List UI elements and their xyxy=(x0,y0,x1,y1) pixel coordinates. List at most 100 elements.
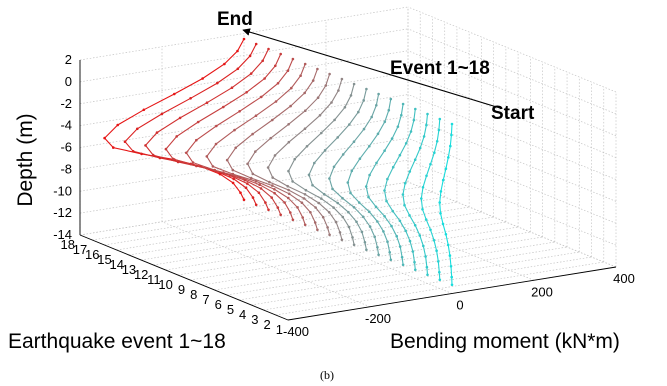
annotation-event-range: Event 1~18 xyxy=(390,58,490,79)
data-point xyxy=(408,170,412,173)
data-point xyxy=(360,230,364,234)
data-point xyxy=(303,127,307,130)
data-point xyxy=(316,228,319,232)
data-point xyxy=(322,192,326,196)
data-point xyxy=(116,123,119,127)
series-line xyxy=(420,118,441,280)
data-point xyxy=(175,135,178,138)
data-point xyxy=(289,104,292,108)
data-point xyxy=(401,102,405,106)
data-point xyxy=(316,67,319,71)
data-point xyxy=(236,67,240,71)
data-point xyxy=(276,82,280,85)
data-point xyxy=(320,197,323,200)
x-tick-label: 400 xyxy=(613,271,635,286)
data-point xyxy=(395,234,399,238)
floor-grid-line xyxy=(251,251,580,306)
data-point xyxy=(447,156,450,159)
data-point xyxy=(249,176,253,180)
data-point xyxy=(231,181,235,185)
series-event-3 xyxy=(401,112,429,277)
z-tick-label: -8 xyxy=(60,161,72,176)
series-layer xyxy=(103,37,454,287)
y-tick-label: 3 xyxy=(251,312,258,327)
data-point xyxy=(368,173,371,177)
data-point xyxy=(299,74,302,77)
data-point xyxy=(311,79,315,82)
data-point xyxy=(421,186,425,189)
y-tick-label: 10 xyxy=(158,277,172,292)
data-point xyxy=(326,226,329,229)
data-point xyxy=(361,215,365,219)
series-line xyxy=(206,63,306,225)
data-point xyxy=(254,150,257,153)
annotation-end: End xyxy=(217,9,253,30)
data-point xyxy=(304,109,307,112)
data-point xyxy=(368,210,371,214)
data-point xyxy=(373,235,377,239)
data-point xyxy=(290,86,293,90)
data-point xyxy=(254,42,258,46)
data-point xyxy=(257,191,261,194)
data-point xyxy=(205,101,209,104)
data-point xyxy=(438,270,441,274)
series-line xyxy=(185,58,294,220)
data-point xyxy=(404,229,408,233)
right-wall-grid-line xyxy=(407,116,617,202)
data-point xyxy=(254,180,258,183)
data-point xyxy=(376,246,379,249)
data-point xyxy=(449,144,452,148)
data-point xyxy=(413,158,417,161)
data-point xyxy=(383,120,387,124)
data-point xyxy=(324,84,328,87)
data-point xyxy=(248,54,252,58)
data-point xyxy=(449,265,453,268)
data-point xyxy=(123,140,127,143)
x-axis-line xyxy=(287,266,617,321)
data-point xyxy=(261,59,265,63)
data-point xyxy=(287,188,290,192)
back-wall-grid-line xyxy=(79,94,409,148)
data-point xyxy=(242,37,246,41)
data-point xyxy=(364,185,368,188)
data-point xyxy=(352,206,356,209)
data-point xyxy=(276,206,280,209)
data-point xyxy=(340,238,344,242)
right-wall-grid-line xyxy=(407,94,617,180)
data-point xyxy=(422,244,425,248)
data-point xyxy=(238,110,241,113)
data-point xyxy=(351,236,354,239)
series-line xyxy=(328,93,380,255)
data-point xyxy=(420,197,423,200)
floor-grid-line xyxy=(153,211,482,266)
data-point xyxy=(386,240,389,243)
series-line xyxy=(226,68,318,230)
tick-layer: 20-2-4-6-8-10-12-14123456789101112131415… xyxy=(53,52,635,339)
data-point xyxy=(151,153,155,157)
data-point xyxy=(249,72,253,75)
data-point xyxy=(331,187,334,191)
series-line xyxy=(308,88,367,250)
data-point xyxy=(400,113,403,117)
z-tick-label: -12 xyxy=(53,205,72,220)
data-point xyxy=(435,140,439,143)
data-point xyxy=(279,213,283,217)
data-point xyxy=(389,97,393,101)
data-point xyxy=(236,49,239,53)
data-point xyxy=(422,135,426,138)
data-point xyxy=(411,250,415,253)
data-point xyxy=(340,77,344,81)
data-point xyxy=(273,154,277,157)
data-point xyxy=(439,212,442,215)
data-point xyxy=(287,123,290,126)
series-event-17 xyxy=(123,42,258,207)
floor-grid-line xyxy=(202,231,531,286)
data-point xyxy=(450,275,454,279)
y-tick-label: 11 xyxy=(147,272,161,287)
series-event-14 xyxy=(185,57,295,222)
z-tick-label: -4 xyxy=(60,118,72,133)
data-point xyxy=(441,222,445,226)
data-point xyxy=(296,206,299,209)
z-tick-label: 2 xyxy=(65,52,72,67)
